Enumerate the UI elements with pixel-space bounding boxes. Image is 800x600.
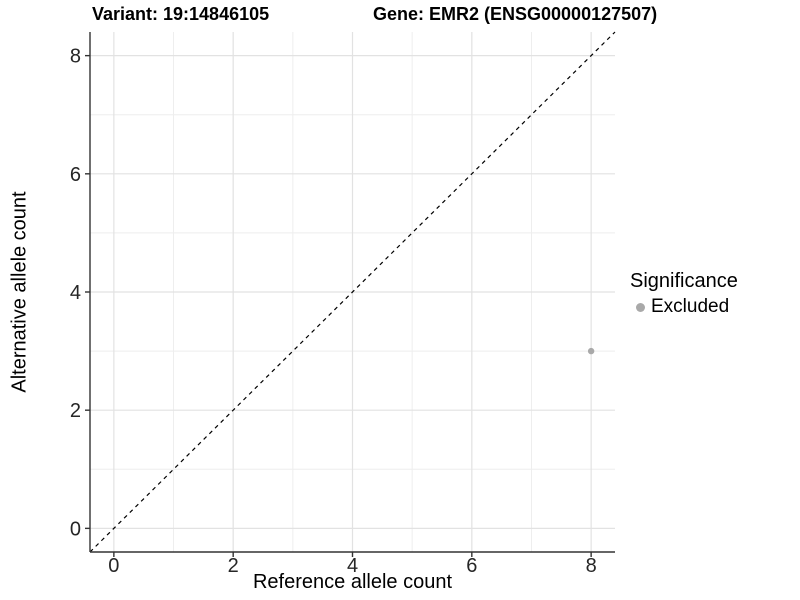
x-tick-label: 2 (228, 555, 239, 577)
y-tick-label: 0 (70, 518, 81, 540)
legend: Significance Excluded (630, 270, 738, 318)
x-tick-label: 4 (347, 555, 358, 577)
x-tick-label: 8 (586, 555, 597, 577)
x-tick-label: 0 (108, 555, 119, 577)
legend-title: Significance (630, 270, 738, 292)
legend-item-excluded: Excluded (630, 296, 738, 318)
data-point (587, 347, 595, 355)
plot-title-variant: Variant: 19:14846105 (92, 4, 270, 24)
identity-line (89, 31, 616, 553)
y-axis-title: Alternative allele count (8, 191, 31, 393)
y-tick-label: 6 (70, 164, 81, 186)
x-axis-title: Reference allele count (252, 571, 452, 593)
y-tick-label: 2 (70, 400, 81, 422)
x-tick-label: 6 (466, 555, 477, 577)
legend-point-icon (636, 302, 645, 312)
y-tick-label: 4 (70, 282, 81, 304)
y-tick-label: 8 (70, 46, 81, 68)
legend-item-label: Excluded (651, 296, 730, 317)
plot-title-gene: Gene: EMR2 (ENSG00000127507) (373, 4, 658, 24)
